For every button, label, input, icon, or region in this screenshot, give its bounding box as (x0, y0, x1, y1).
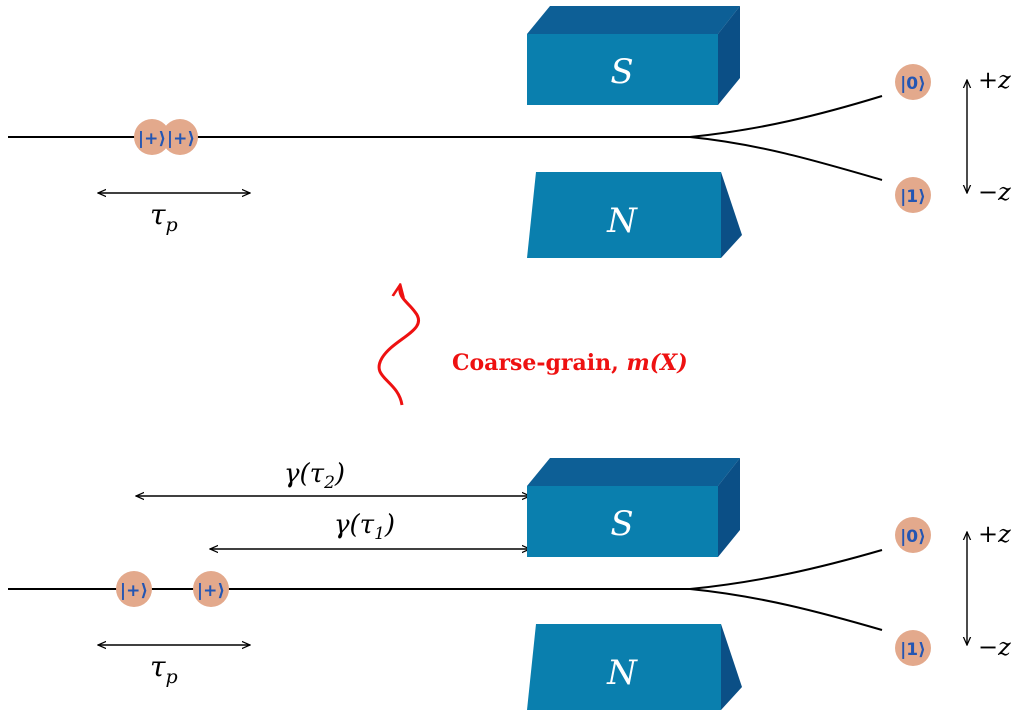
particle (162, 119, 198, 155)
bottom-axis-minus-z: −z (978, 633, 1011, 661)
top-beam-split-up (689, 95, 883, 138)
top-ket-one: |1⟩ (900, 187, 926, 207)
bottom-particle-1: |+⟩ (116, 571, 152, 607)
particle (895, 177, 931, 213)
magnet-top-face (527, 6, 740, 34)
bottom-output-down: |1⟩ (895, 630, 931, 666)
bottom-particle-2: |+⟩ (193, 571, 229, 607)
magnet-front-face (527, 624, 721, 710)
coarse-grain-label: Coarse-grain, m(X) (452, 350, 688, 376)
top-tau-label: τp (150, 198, 178, 236)
particle (895, 517, 931, 553)
magnet-side-face (718, 458, 740, 557)
bottom-magnet-s-label: S (610, 504, 633, 544)
magnet-front-face (527, 486, 718, 557)
magnet-side-face (718, 6, 740, 105)
top-output-down: |1⟩ (895, 177, 931, 213)
top-magnet-n-label: N (606, 201, 638, 241)
gamma-tau2-label: γ(τ2) (284, 459, 345, 493)
bottom-output-up: |0⟩ (895, 517, 931, 553)
particle (895, 630, 931, 666)
bottom-ket-plus-1: |+⟩ (120, 581, 148, 601)
magnet-side-face (721, 624, 742, 710)
bottom-magnet-n: N (527, 624, 742, 710)
top-ket-zero: |0⟩ (900, 74, 926, 94)
bottom-ket-plus-2: |+⟩ (197, 581, 225, 601)
magnet-side-face (721, 172, 742, 258)
bottom-tau-label: τp (150, 650, 178, 688)
top-panel: |+⟩ |+⟩ τp S N |0⟩ |1⟩ +z (8, 6, 1011, 258)
particle (134, 119, 170, 155)
top-axis-plus-z: +z (978, 66, 1011, 94)
bottom-axis-plus-z: +z (978, 520, 1011, 548)
top-magnet-n: N (527, 172, 742, 258)
top-magnet-s-label: S (610, 52, 633, 92)
coarse-grain-squiggle-arrow (377, 286, 420, 406)
magnet-front-face (527, 34, 718, 105)
magnet-top-face (527, 458, 740, 486)
bottom-magnet-s: S (527, 458, 740, 557)
top-magnet-s: S (527, 6, 740, 105)
bottom-beam-split-up (689, 549, 883, 590)
magnet-front-face (527, 172, 721, 258)
bottom-magnet-n-label: N (606, 653, 638, 693)
gamma-tau1-label: γ(τ1) (334, 510, 395, 544)
top-particles: |+⟩ |+⟩ (134, 119, 198, 155)
coarse-grain-step: Coarse-grain, m(X) (377, 286, 688, 406)
top-beam-split-down (689, 136, 883, 181)
bottom-panel: γ(τ2) γ(τ1) |+⟩ |+⟩ τp S N (8, 458, 1011, 710)
top-ket-plus-1: |+⟩ (138, 129, 166, 149)
top-ket-plus-2: |+⟩ (167, 129, 195, 149)
particle (895, 64, 931, 100)
bottom-ket-one: |1⟩ (900, 640, 926, 660)
bottom-beam-split-down (689, 588, 883, 631)
particle (116, 571, 152, 607)
bottom-ket-zero: |0⟩ (900, 527, 926, 547)
particle (193, 571, 229, 607)
top-output-up: |0⟩ (895, 64, 931, 100)
top-axis-minus-z: −z (978, 178, 1011, 206)
